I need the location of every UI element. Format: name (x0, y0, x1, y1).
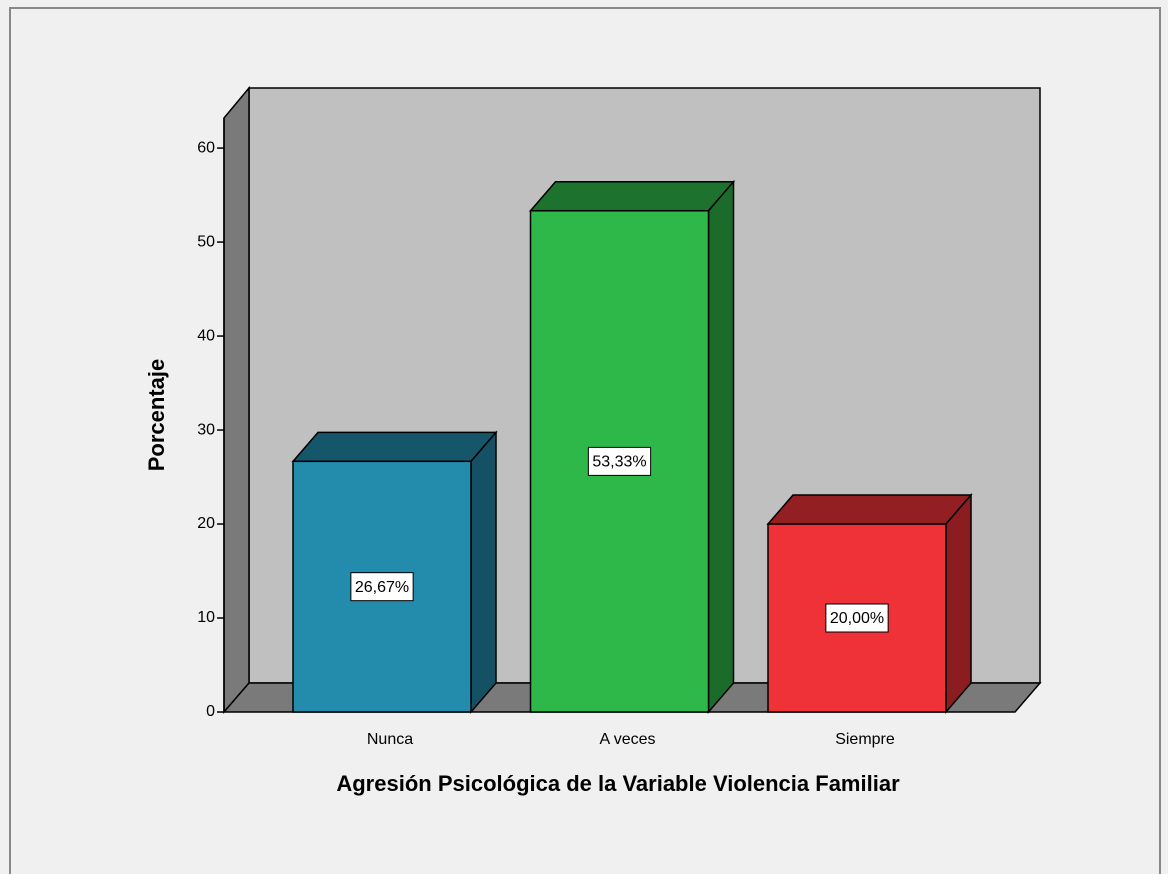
y-tick-label: 0 (206, 703, 215, 720)
x-tick-label: Siempre (835, 731, 895, 748)
value-label: 53,33% (592, 454, 646, 471)
bar-top (766, 494, 973, 525)
value-label-box (350, 572, 414, 602)
y-tick-label: 60 (197, 139, 215, 156)
x-axis-title: Agresión Psicológica de la Variable Viol… (336, 771, 900, 796)
bar-side (470, 430, 497, 715)
y-tick-label: 10 (197, 609, 215, 626)
y-tick-label: 30 (197, 421, 215, 438)
bar-side (945, 493, 972, 715)
value-label-box (587, 446, 652, 476)
x-tick-label: Nunca (367, 731, 413, 748)
bar-top (291, 431, 498, 463)
bar-top (528, 181, 736, 212)
x-tick-label: A veces (599, 731, 655, 748)
y-tick-label: 50 (197, 233, 215, 250)
side-wall (223, 85, 250, 715)
bar-side (707, 179, 735, 715)
value-label: 20,00% (830, 610, 884, 627)
value-label-box (825, 603, 889, 633)
y-tick-label: 40 (197, 327, 215, 344)
y-tick-label: 20 (197, 515, 215, 532)
value-label: 26,67% (355, 579, 409, 596)
y-axis-title: Porcentaje (144, 359, 169, 472)
